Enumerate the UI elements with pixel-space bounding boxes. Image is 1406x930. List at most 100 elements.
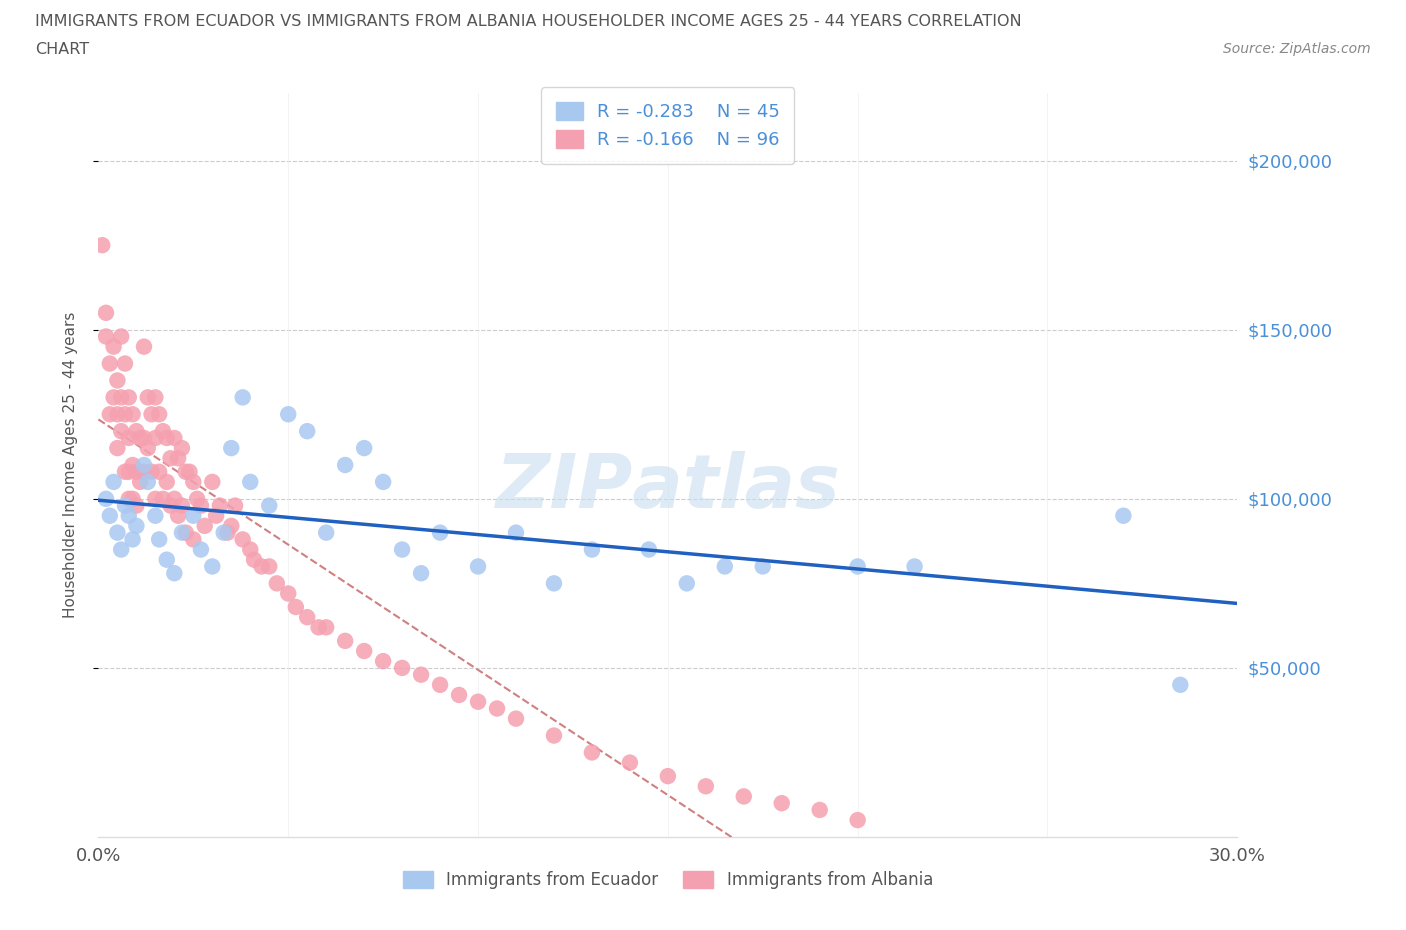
Point: [239, 474, 262, 489]
Point: [186, 491, 208, 506]
Point: [118, 509, 141, 524]
Point: [110, 424, 132, 439]
Point: [148, 532, 170, 547]
Point: [170, 441, 193, 456]
Point: [695, 778, 717, 793]
Point: [167, 509, 190, 524]
Point: [581, 745, 603, 760]
Point: [297, 610, 319, 625]
Point: [125, 464, 148, 479]
Point: [118, 464, 141, 479]
Point: [141, 406, 163, 421]
Point: [110, 390, 132, 405]
Point: [179, 464, 201, 479]
Legend: Immigrants from Ecuador, Immigrants from Albania: Immigrants from Ecuador, Immigrants from…: [396, 864, 939, 896]
Text: ZIP​atlas: ZIP​atlas: [495, 451, 841, 524]
Point: [132, 464, 155, 479]
Point: [371, 474, 394, 489]
Point: [132, 458, 155, 472]
Point: [353, 441, 375, 456]
Point: [277, 586, 299, 601]
Y-axis label: Householder Income Ages 25 - 44 years: Householder Income Ages 25 - 44 years: [63, 312, 77, 618]
Point: [277, 406, 299, 421]
Point: [136, 441, 159, 456]
Point: [212, 525, 235, 540]
Point: [125, 498, 148, 513]
Point: [201, 474, 224, 489]
Point: [118, 390, 141, 405]
Point: [121, 491, 143, 506]
Point: [103, 339, 125, 354]
Point: [121, 406, 143, 421]
Point: [391, 542, 413, 557]
Point: [98, 509, 121, 524]
Point: [107, 441, 129, 456]
Point: [194, 518, 217, 533]
Point: [125, 424, 148, 439]
Point: [163, 565, 186, 580]
Point: [259, 498, 281, 513]
Point: [217, 525, 239, 540]
Point: [118, 491, 141, 506]
Point: [114, 464, 136, 479]
Point: [94, 491, 117, 506]
Point: [467, 559, 489, 574]
Text: CHART: CHART: [35, 42, 89, 57]
Point: [714, 559, 737, 574]
Point: [190, 542, 212, 557]
Point: [232, 390, 254, 405]
Point: [163, 491, 186, 506]
Point: [121, 532, 143, 547]
Point: [114, 498, 136, 513]
Point: [110, 329, 132, 344]
Point: [581, 542, 603, 557]
Point: [107, 525, 129, 540]
Point: [103, 474, 125, 489]
Point: [846, 813, 869, 828]
Point: [94, 329, 117, 344]
Point: [808, 803, 831, 817]
Point: [174, 464, 197, 479]
Text: IMMIGRANTS FROM ECUADOR VS IMMIGRANTS FROM ALBANIA HOUSEHOLDER INCOME AGES 25 - : IMMIGRANTS FROM ECUADOR VS IMMIGRANTS FR…: [35, 14, 1022, 29]
Point: [411, 565, 433, 580]
Point: [543, 728, 565, 743]
Point: [156, 431, 179, 445]
Point: [125, 518, 148, 533]
Point: [129, 474, 152, 489]
Point: [208, 498, 231, 513]
Point: [132, 431, 155, 445]
Point: [167, 451, 190, 466]
Point: [94, 305, 117, 320]
Point: [657, 769, 679, 784]
Point: [145, 390, 167, 405]
Point: [429, 525, 451, 540]
Point: [152, 424, 174, 439]
Point: [297, 424, 319, 439]
Point: [145, 491, 167, 506]
Point: [170, 525, 193, 540]
Point: [371, 654, 394, 669]
Point: [353, 644, 375, 658]
Point: [315, 525, 337, 540]
Point: [107, 406, 129, 421]
Point: [91, 238, 114, 253]
Point: [174, 525, 197, 540]
Point: [132, 339, 155, 354]
Point: [676, 576, 699, 591]
Point: [505, 525, 527, 540]
Point: [201, 559, 224, 574]
Point: [1112, 509, 1135, 524]
Point: [103, 390, 125, 405]
Point: [221, 441, 243, 456]
Point: [114, 406, 136, 421]
Point: [136, 390, 159, 405]
Point: [449, 687, 471, 702]
Point: [411, 667, 433, 682]
Point: [163, 431, 186, 445]
Point: [232, 532, 254, 547]
Point: [733, 789, 755, 804]
Text: Source: ZipAtlas.com: Source: ZipAtlas.com: [1223, 42, 1371, 56]
Point: [284, 600, 307, 615]
Point: [239, 542, 262, 557]
Point: [243, 552, 266, 567]
